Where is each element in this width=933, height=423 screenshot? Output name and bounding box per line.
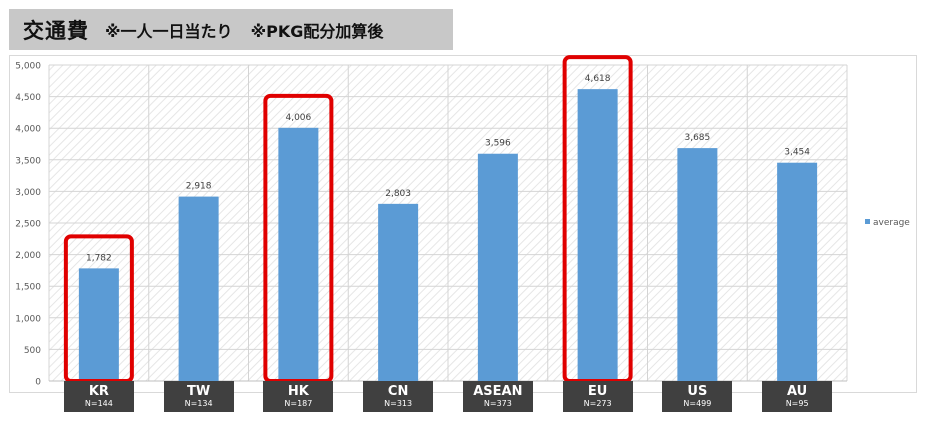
category-label-us: US N=499 (662, 381, 733, 412)
y-tick-label: 1,500 (15, 283, 41, 293)
bar-tw (178, 196, 219, 381)
category-label-hk: HK N=187 (263, 381, 334, 412)
y-tick-label: 5,000 (15, 62, 41, 72)
data-label-tw: 2,918 (186, 182, 212, 192)
category-sample-size: N=499 (683, 399, 712, 408)
category-name: TW (187, 384, 211, 399)
category-sample-size: N=313 (384, 399, 413, 408)
category-sample-size: N=273 (583, 399, 612, 408)
y-tick-label: 3,500 (15, 156, 41, 166)
chart-subtitle-pkg: ※PKG配分加算後 (250, 21, 384, 41)
category-sample-size: N=144 (84, 399, 113, 408)
category-label-asean: ASEAN N=373 (462, 381, 533, 412)
data-label-cn: 2,803 (385, 189, 411, 199)
data-label-hk: 4,006 (285, 113, 311, 123)
data-label-asean: 3,596 (485, 139, 511, 149)
y-tick-label: 2,500 (15, 220, 41, 230)
bar-au (777, 162, 818, 381)
bar-asean (477, 153, 518, 381)
category-sample-size: N=187 (284, 399, 313, 408)
category-name: AU (787, 384, 808, 399)
category-name: US (687, 384, 708, 399)
bar-us (677, 148, 718, 381)
category-label-tw: TW N=134 (163, 381, 234, 412)
legend-swatch (865, 219, 870, 224)
category-name: CN (387, 384, 409, 399)
category-name: EU (587, 384, 608, 399)
chart-subtitle-per-person-day: ※一人一日当たり (105, 21, 233, 41)
y-tick-label: 0 (35, 378, 41, 388)
category-label-eu: EU N=273 (562, 381, 633, 412)
category-label-kr: KR N=144 (63, 381, 134, 412)
category-label-au: AU N=95 (762, 381, 833, 412)
category-label-cn: CN N=313 (363, 381, 434, 412)
category-name: ASEAN (473, 384, 523, 399)
bar-cn (378, 203, 419, 381)
category-name: KR (88, 384, 109, 399)
y-tick-label: 2,000 (15, 251, 41, 261)
category-sample-size: N=95 (785, 399, 809, 408)
data-label-us: 3,685 (684, 133, 710, 143)
bar-kr (78, 268, 119, 381)
chart-title: 交通費 (23, 18, 89, 43)
y-tick-label: 4,500 (15, 93, 41, 103)
legend-label: average (873, 218, 910, 228)
y-tick-label: 4,000 (15, 125, 41, 135)
category-name: HK (287, 384, 309, 399)
data-label-kr: 1,782 (86, 253, 112, 263)
category-sample-size: N=373 (483, 399, 512, 408)
data-label-eu: 4,618 (585, 74, 611, 84)
y-tick-label: 1,000 (15, 314, 41, 324)
category-sample-size: N=134 (184, 399, 213, 408)
y-tick-label: 500 (24, 346, 41, 356)
y-tick-label: 3,000 (15, 188, 41, 198)
title-bar: 交通費 ※一人一日当たり ※PKG配分加算後 (9, 9, 453, 50)
bar-eu (577, 89, 618, 382)
data-label-au: 3,454 (784, 148, 810, 158)
bar-hk (278, 127, 319, 381)
